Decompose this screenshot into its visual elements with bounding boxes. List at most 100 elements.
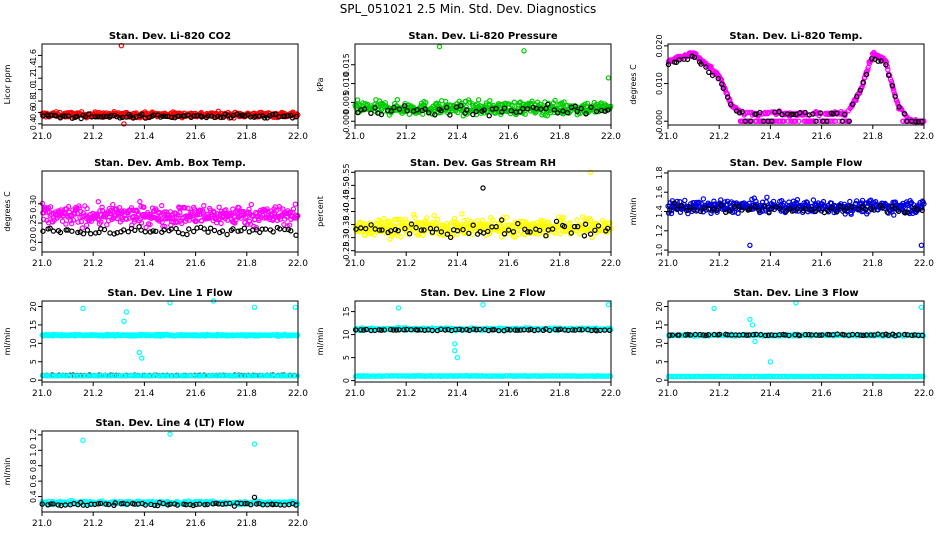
y-tick-label: 10 <box>29 338 38 348</box>
x-tick-label: 21.2 <box>709 259 729 269</box>
x-tick-label: 21.8 <box>550 259 570 269</box>
data-point <box>70 229 74 233</box>
x-tick-label: 21.8 <box>237 132 257 142</box>
data-point <box>187 227 191 231</box>
chart-title: Stan. Dev. Line 2 Flow <box>420 288 545 299</box>
outlier-point <box>748 317 752 321</box>
x-tick-label: 21.8 <box>550 389 570 399</box>
plot-frame <box>42 301 298 382</box>
y-tick-label: 5 <box>29 359 38 364</box>
outlier-point <box>81 306 85 310</box>
chart-title: Stan. Dev. Li-820 CO2 <box>109 31 231 42</box>
y-tick-label: 1.6 <box>655 186 664 199</box>
data-point <box>848 199 852 203</box>
x-tick-label: 21.8 <box>237 389 257 399</box>
data-point <box>85 223 89 227</box>
outlier-point <box>437 45 441 49</box>
y-tick-label: 1.2 <box>655 224 664 237</box>
data-point <box>701 197 705 201</box>
data-point <box>217 205 221 209</box>
x-tick-label: 21.6 <box>812 259 832 269</box>
chart-title: Stan. Dev. Li-820 Pressure <box>408 31 558 42</box>
outlier-point <box>522 49 526 53</box>
y-tick-label: 5 <box>342 355 351 360</box>
x-tick-label: 21.4 <box>760 132 780 142</box>
x-tick-label: 21.6 <box>186 132 206 142</box>
y-axis-label: ml/min <box>3 458 12 486</box>
outlier-point <box>293 305 297 309</box>
data-point <box>160 204 164 208</box>
outlier-point <box>252 305 256 309</box>
x-tick-label: 21.8 <box>863 132 883 142</box>
plot-frame <box>355 171 611 252</box>
x-tick-label: 21.2 <box>83 132 103 142</box>
y-tick-label: 0 <box>655 378 664 383</box>
outlier-point <box>481 186 485 190</box>
y-axis-label: degrees C <box>629 64 638 105</box>
outlier-point <box>753 339 757 343</box>
data-point <box>460 212 464 216</box>
x-tick-label: 21.4 <box>447 132 467 142</box>
y-tick-label: 0.30 <box>29 195 38 213</box>
outlier-point <box>606 76 610 80</box>
x-tick-label: 22.0 <box>914 132 934 142</box>
x-tick-label: 22.0 <box>914 259 934 269</box>
y-tick-label: 0.015 <box>342 53 351 76</box>
y-tick-label: 15 <box>655 320 664 330</box>
page-title: SPL_051021 2.5 Min. Std. Dev. Diagnostic… <box>0 2 936 16</box>
data-point <box>51 229 55 233</box>
data-point <box>89 232 93 236</box>
chart-title: Stan. Dev. Gas Stream RH <box>410 158 556 169</box>
data-point <box>202 204 206 208</box>
y-tick-label: 0.20 <box>29 233 38 251</box>
data-point <box>64 222 68 226</box>
y-tick-label: 0.25 <box>29 214 38 232</box>
x-tick-label: 21.6 <box>499 259 519 269</box>
data-points <box>40 432 299 508</box>
outlier-point <box>748 243 752 247</box>
outlier-point <box>768 360 772 364</box>
x-tick-label: 21.0 <box>32 259 52 269</box>
x-tick-label: 21.6 <box>499 389 519 399</box>
x-tick-label: 21.4 <box>134 389 154 399</box>
x-tick-label: 21.2 <box>83 259 103 269</box>
y-tick-label: 10 <box>655 338 664 348</box>
data-point <box>575 218 579 222</box>
x-tick-label: 21.4 <box>134 132 154 142</box>
y-tick-label: 15 <box>342 306 351 316</box>
data-point <box>293 202 297 206</box>
x-tick-label: 22.0 <box>288 259 308 269</box>
data-point <box>432 213 436 217</box>
data-point <box>294 233 298 237</box>
outlier-point <box>140 356 144 360</box>
x-tick-label: 21.0 <box>658 259 678 269</box>
data-point <box>206 230 210 234</box>
y-axis-label: ml/min <box>3 328 12 356</box>
x-tick-label: 21.6 <box>186 389 206 399</box>
data-point <box>225 232 229 236</box>
y-tick-label: 10 <box>342 330 351 340</box>
x-tick-label: 21.0 <box>32 389 52 399</box>
y-tick-label: 1.8 <box>655 167 664 180</box>
data-points <box>353 45 613 119</box>
chart-title: Stan. Dev. Line 4 (LT) Flow <box>95 418 244 429</box>
y-tick-label: 1.6 <box>29 49 38 62</box>
data-points <box>40 44 300 126</box>
x-tick-label: 21.2 <box>709 132 729 142</box>
x-tick-label: 21.8 <box>863 259 883 269</box>
y-tick-label: 1.0 <box>655 244 664 257</box>
data-point <box>96 200 100 204</box>
y-tick-label: 15 <box>29 320 38 330</box>
